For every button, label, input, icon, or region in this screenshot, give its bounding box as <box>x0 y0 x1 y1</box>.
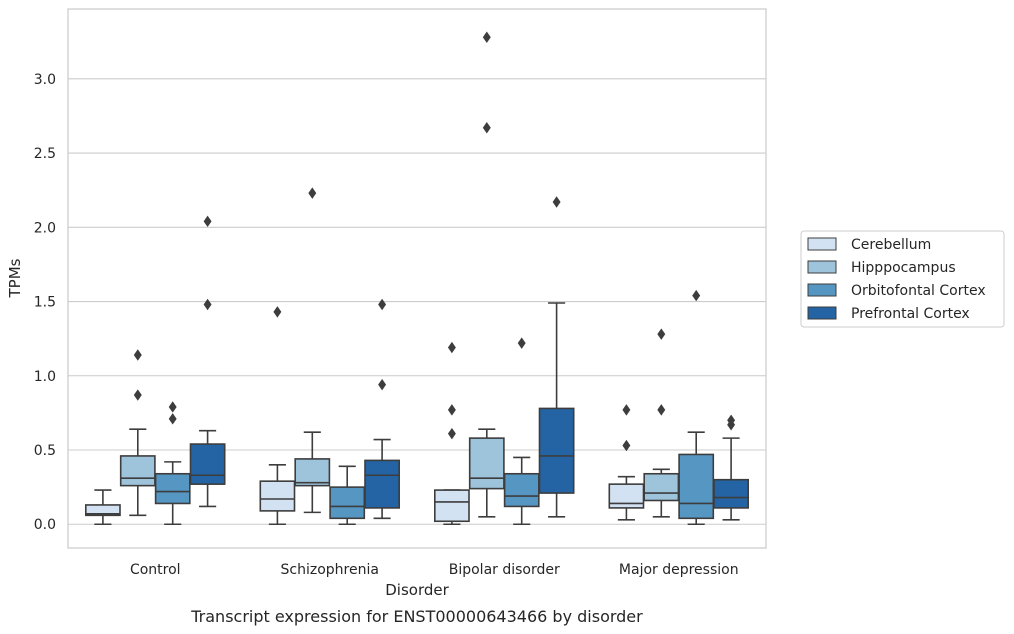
x-axis-ticks: Control Schizophrenia Bipolar disorder Majo… <box>130 562 739 578</box>
box-hipppocampus <box>468 31 505 518</box>
y-tick-label: 1.0 <box>34 369 56 385</box>
legend-label: Hipppocampus <box>851 260 956 276</box>
box-prefrontal-cortex <box>713 414 750 521</box>
box-iqr <box>364 459 401 509</box>
legend-swatch <box>807 306 837 320</box>
outlier-point <box>727 414 736 427</box>
box-iqr <box>189 443 226 485</box>
outlier-point <box>203 298 212 311</box>
box-iqr <box>643 472 680 502</box>
box-iqr <box>154 472 191 505</box>
outlier-point <box>133 349 142 361</box>
box-iqr <box>468 437 505 490</box>
box-iqr <box>329 486 366 520</box>
chart-caption: Transcript expression for ENST0000064346… <box>190 607 643 626</box>
box-prefrontal-cortex <box>189 215 226 508</box>
y-axis-label: TPMs <box>6 258 24 298</box>
outlier-point <box>133 389 142 401</box>
legend-item: Cerebellum <box>807 237 931 253</box>
legend-swatch <box>807 260 837 274</box>
legend-label: Orbitofontal Cortex <box>851 283 986 299</box>
box-iqr <box>503 472 540 508</box>
x-axis-label: Disorder <box>385 581 449 599</box>
outlier-point <box>622 404 631 416</box>
outlier-point <box>482 122 491 134</box>
box-prefrontal-cortex <box>364 298 401 520</box>
legend-label: Prefrontal Cortex <box>851 306 970 322</box>
outlier-point <box>273 306 282 318</box>
outlier-point <box>657 404 666 416</box>
box-iqr <box>678 453 715 520</box>
legend: Cerebellum Hipppocampus Orbitofontal Corte… <box>800 230 1005 328</box>
x-tick-label: Schizophrenia <box>281 562 379 578</box>
outlier-point <box>308 187 317 199</box>
box-iqr <box>84 504 121 517</box>
box-prefrontal-cortex <box>538 196 575 518</box>
box-orbitofontal-cortex <box>678 289 715 526</box>
outlier-point <box>447 404 456 416</box>
legend-frame <box>800 230 1005 328</box>
outlier-point <box>517 337 526 349</box>
x-tick-label: Major depression <box>619 562 739 578</box>
box-cerebellum <box>433 341 470 526</box>
box-hipppocampus <box>643 328 680 518</box>
y-tick-label: 0.5 <box>34 443 56 459</box>
box-iqr <box>433 489 470 523</box>
legend-item: Orbitofontal Cortex <box>807 283 986 299</box>
legend-swatch <box>807 283 837 297</box>
box-iqr <box>608 483 645 509</box>
legend-label: Cerebellum <box>851 237 931 253</box>
outlier-point <box>692 289 701 302</box>
outlier-point <box>447 427 456 440</box>
y-tick-label: 0.0 <box>34 517 56 533</box>
outlier-point <box>168 413 177 425</box>
legend-swatch <box>807 237 837 251</box>
y-axis-ticks: 0.0 0.5 1.0 1.5 2.0 2.5 3.0 <box>34 72 56 533</box>
y-tick-label: 2.5 <box>34 146 56 162</box>
plot-area-frame <box>67 8 767 549</box>
legend-item: Hipppocampus <box>807 260 956 276</box>
box-orbitofontal-cortex <box>154 401 191 526</box>
outlier-point <box>482 31 491 43</box>
box-iqr <box>713 478 750 509</box>
y-tick-label: 2.0 <box>34 220 56 236</box>
x-tick-label: Control <box>130 562 181 578</box>
box-hipppocampus <box>119 349 156 517</box>
outlier-point <box>168 401 177 413</box>
box-cerebellum <box>259 306 296 526</box>
outlier-point <box>378 378 387 391</box>
outlier-point <box>447 341 456 354</box>
x-tick-label: Bipolar disorder <box>449 562 560 578</box>
box-orbitofontal-cortex <box>329 465 366 526</box>
box-cerebellum <box>84 489 121 526</box>
box-iqr <box>119 455 156 487</box>
outlier-point <box>622 439 631 452</box>
box-orbitofontal-cortex <box>503 337 540 526</box>
box-iqr <box>294 458 331 487</box>
box-hipppocampus <box>294 187 331 514</box>
legend-item: Prefrontal Cortex <box>807 306 970 322</box>
box-iqr <box>538 407 575 494</box>
gridlines <box>68 78 766 525</box>
box-series <box>84 31 750 526</box>
outlier-point <box>552 196 561 208</box>
y-tick-label: 1.5 <box>34 295 56 311</box>
outlier-point <box>203 215 212 228</box>
outlier-point <box>657 328 666 340</box>
box-iqr <box>259 480 296 512</box>
outlier-point <box>378 298 387 311</box>
box-cerebellum <box>608 404 645 521</box>
y-tick-label: 3.0 <box>34 72 56 88</box>
